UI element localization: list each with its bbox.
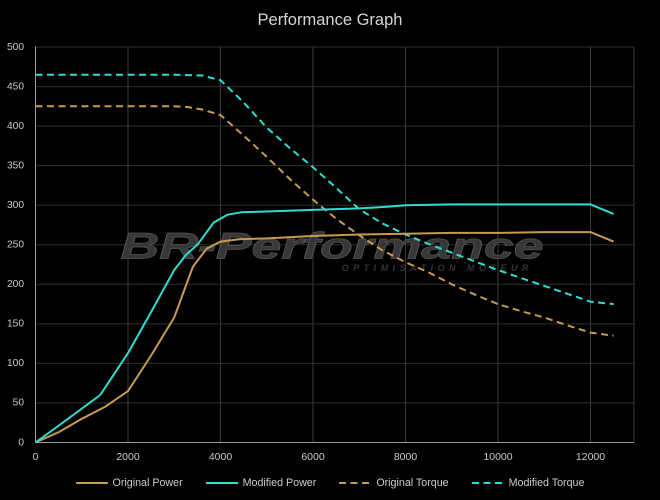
svg-text:250: 250 [7,240,24,251]
svg-text:350: 350 [7,160,24,171]
svg-text:150: 150 [7,319,24,330]
svg-text:450: 450 [7,81,24,92]
svg-text:12000: 12000 [576,451,605,463]
svg-text:8000: 8000 [394,451,418,463]
svg-text:6000: 6000 [301,451,325,463]
svg-text:OPTIMISATION MOTEUR: OPTIMISATION MOTEUR [342,263,533,273]
svg-text:0: 0 [18,437,24,448]
svg-text:300: 300 [7,200,24,211]
svg-text:2000: 2000 [116,451,140,463]
svg-text:50: 50 [13,398,25,409]
svg-text:4000: 4000 [209,451,233,463]
svg-text:100: 100 [7,358,24,369]
svg-text:BR-Performance: BR-Performance [121,225,544,267]
svg-text:500: 500 [7,42,24,53]
svg-text:0: 0 [33,451,39,463]
svg-text:10000: 10000 [483,451,512,463]
svg-text:200: 200 [7,279,24,290]
svg-text:400: 400 [7,121,24,132]
